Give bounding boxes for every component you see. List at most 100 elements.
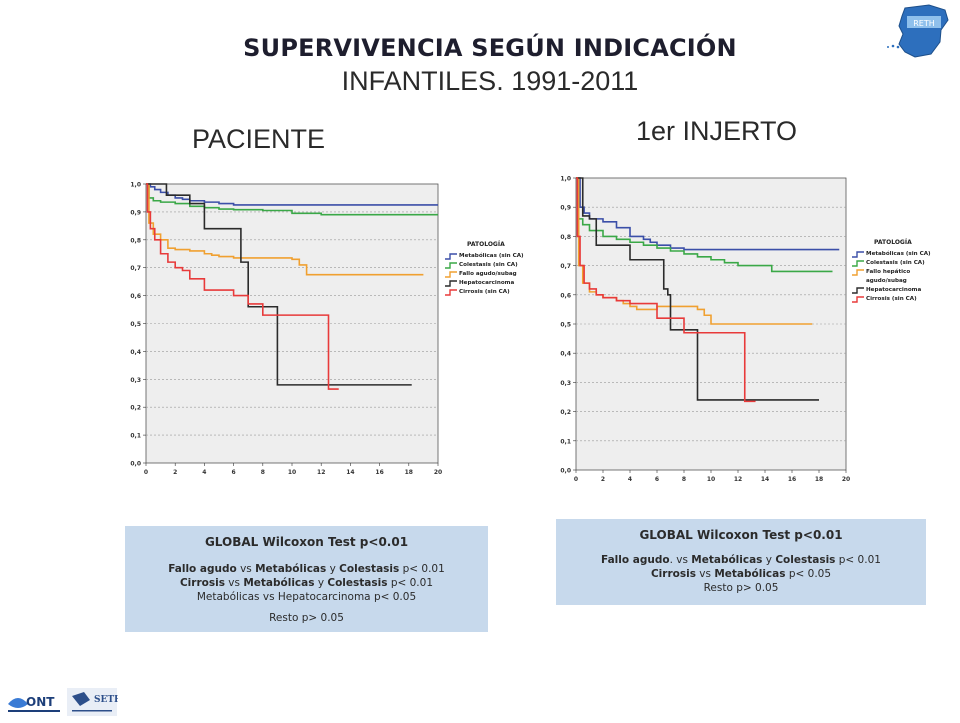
series-line-cirrosis [576,177,756,403]
y-tick-label: 0,0 [560,468,571,475]
series-line-metabolicas [146,183,438,206]
stats-text: vs [236,563,256,575]
y-tick-label: 1,0 [130,182,141,189]
legend-entry: Cirrosis (sin CA) [866,296,917,302]
x-tick-label: 12 [317,469,325,476]
stats-text: . vs [669,554,692,566]
stats-line: Cirrosis vs Metabólicas y Colestasis p< … [125,577,488,589]
stats-term: Colestasis [339,563,400,575]
panel-label-paciente: PACIENTE [192,124,326,154]
y-tick-label: 0,8 [130,237,141,244]
legend-swatch [445,262,457,269]
x-tick-label: 0 [144,469,148,476]
x-tick-label: 6 [655,476,659,483]
stats-line: Metabólicas vs Hepatocarcinoma p< 0.05 [196,591,417,603]
x-tick-label: 10 [707,476,715,483]
x-tick-label: 0 [574,476,578,483]
stats-term: Metabólicas [714,568,786,580]
stats-box-injerto: GLOBAL Wilcoxon Test p<0.01 Fallo agudo.… [556,519,926,605]
x-tick-label: 4 [628,476,632,483]
y-tick-label: 0,5 [130,321,141,328]
chart-injerto-svg: 0,0 0,1 0,2 0,3 0,4 0,5 0,6 0,7 0,8 0,9 1,0 0 2 4 6 8 10… [560,176,931,484]
y-tick-label: 0,7 [560,263,571,270]
y-tick-label: 0,2 [130,405,141,412]
legend-entry: Cirrosis (sin CA) [459,289,510,295]
y-tick-label: 0,5 [560,322,571,329]
legend-swatch [445,280,457,287]
stats-term: Cirrosis [179,577,225,589]
legend-entry: Hepatocarcinoma [459,280,515,286]
x-tick-label: 20 [842,476,850,483]
legend-entry: Colestasis (sin CA) [866,260,925,266]
stats-text: p< 0.01 [387,577,434,589]
stats-text: vs [695,568,715,580]
series-line-hepatocarcinoma [146,183,412,386]
stats-term: Cirrosis [650,568,696,580]
series-line-colestasis [576,177,833,273]
legend-swatch [852,296,864,303]
legend-swatch [852,287,864,294]
stats-box-paciente: GLOBAL Wilcoxon Test p<0.01 Fallo agudo … [125,526,488,632]
panel-label-injerto: 1er INJERTO [636,116,798,146]
x-tick-label: 8 [261,469,265,476]
series-line-cirrosis [146,183,339,390]
legend-swatch [852,269,864,276]
x-tick-label: 18 [815,476,823,483]
legend-entry: Colestasis (sin CA) [459,262,518,268]
legend-entry: Metabólicas (sin CA) [866,250,931,257]
ont-logo: ONT [4,688,64,716]
stats-heading: GLOBAL Wilcoxon Test p<0.01 [204,535,409,549]
stats-text: p< 0.01 [835,554,881,566]
y-tick-label: 0,9 [130,209,141,216]
stats-text: y [314,577,328,589]
y-tick-label: 0,8 [560,234,571,241]
y-tick-label: 0,0 [130,461,141,468]
stats-term: Colestasis [327,577,388,589]
y-tick-label: 0,4 [560,351,571,358]
stats-term: Fallo agudo [601,554,670,566]
chart-injerto: 0,0 0,1 0,2 0,3 0,4 0,5 0,6 0,7 0,8 0,9 1,0 0 2 4 6 8 10… [550,170,960,490]
x-tick-label: 4 [202,469,206,476]
stats-text: y [762,554,776,566]
stats-term: Metabólicas [255,563,327,575]
legend-entry: Hepatocarcinoma [866,287,922,293]
y-tick-label: 1,0 [560,176,571,183]
seth-logo-text: SETH [94,695,118,705]
stats-heading: GLOBAL Wilcoxon Test p<0.01 [639,528,843,542]
legend-title: PATOLOGÍA [874,238,912,246]
y-tick-label: 0,9 [560,205,571,212]
y-tick-label: 0,3 [130,377,141,384]
page-subtitle: INFANTILES. 1991-2011 [341,66,639,96]
y-tick-label: 0,2 [560,409,571,416]
x-tick-label: 20 [434,469,442,476]
legend-swatch [852,260,864,267]
reth-logo-text: RETH [913,19,935,28]
series-line-fallo [146,183,424,276]
x-tick-label: 6 [232,469,236,476]
reth-logo: RETH [885,2,955,60]
stats-line: Cirrosis vs Metabólicas p< 0.05 [556,568,926,580]
y-tick-label: 0,3 [560,380,571,387]
x-tick-label: 18 [405,469,413,476]
y-tick-label: 0,1 [130,433,141,440]
legend-entry: agudo/subag [866,278,907,284]
stats-text: p< 0.05 [785,568,832,580]
x-tick-label: 16 [375,469,383,476]
x-tick-label: 2 [601,476,605,483]
stats-text: p< 0.01 [399,563,445,575]
spain-map-shape [898,4,949,58]
y-tick-label: 0,4 [130,349,141,356]
y-tick-label: 0,6 [560,292,571,299]
chart-paciente-svg: 0,0 0,1 0,2 0,3 0,4 0,5 0,6 0,7 0,8 0,9 1,0 0 2 4 6 8 10… [130,182,524,477]
ont-logo-text: ONT [26,695,55,709]
x-tick-label: 14 [761,476,769,483]
stats-term: Metabólicas [691,554,763,566]
stats-line: Fallo agudo vs Metabólicas y Colestasis … [125,563,488,575]
legend-entry: Fallo hepático [866,268,910,275]
stats-term: Fallo agudo [168,563,237,575]
stats-text: y [326,563,340,575]
y-tick-label: 0,1 [560,438,571,445]
y-tick-label: 0,6 [130,293,141,300]
stats-text: vs [224,577,244,589]
stats-line: Resto p> 0.05 [269,612,344,624]
